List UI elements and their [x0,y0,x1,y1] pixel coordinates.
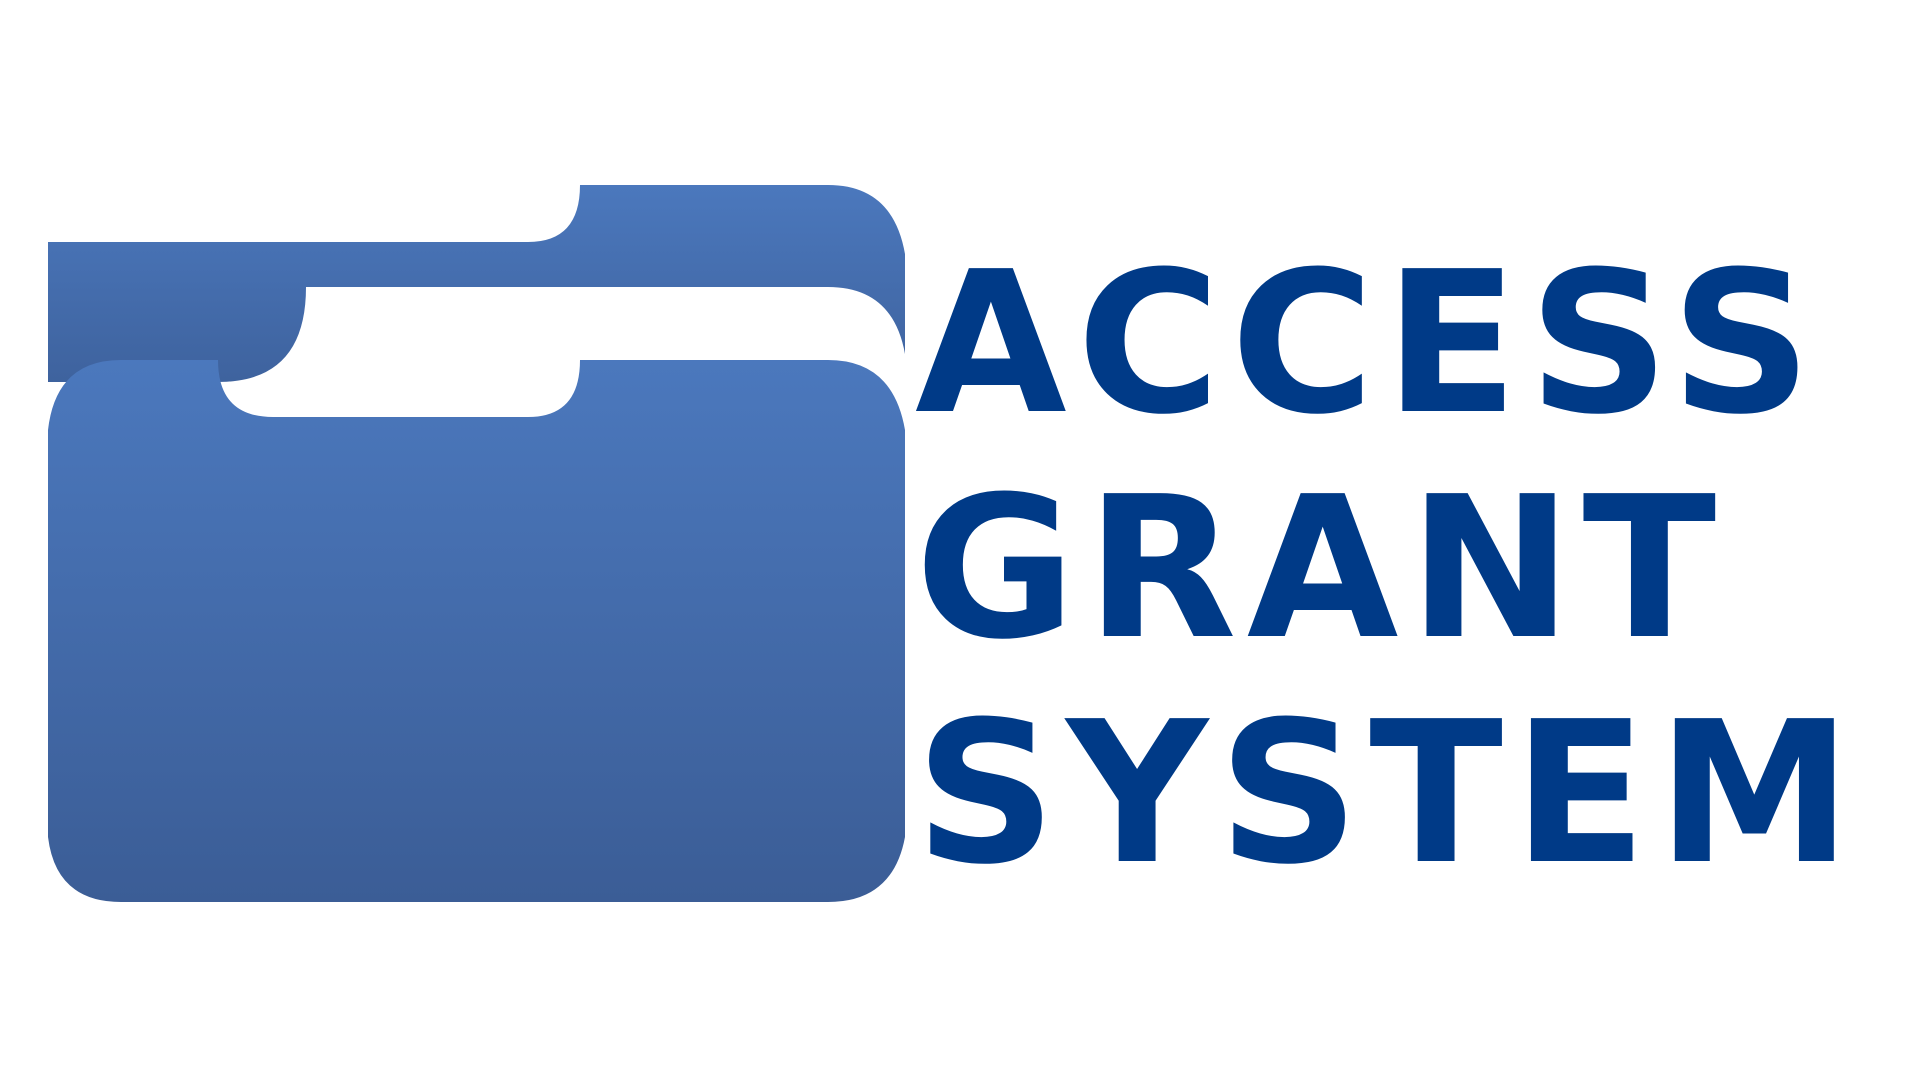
wordmark-line-1: ACCESS [915,230,1822,458]
folder-icon [48,185,905,902]
wordmark: ACCESS GRANT SYSTEM [915,230,1862,908]
wordmark-line-2: GRANT [915,455,1727,683]
folder-front-shape [48,360,905,902]
wordmark-line-3: SYSTEM [915,680,1862,908]
